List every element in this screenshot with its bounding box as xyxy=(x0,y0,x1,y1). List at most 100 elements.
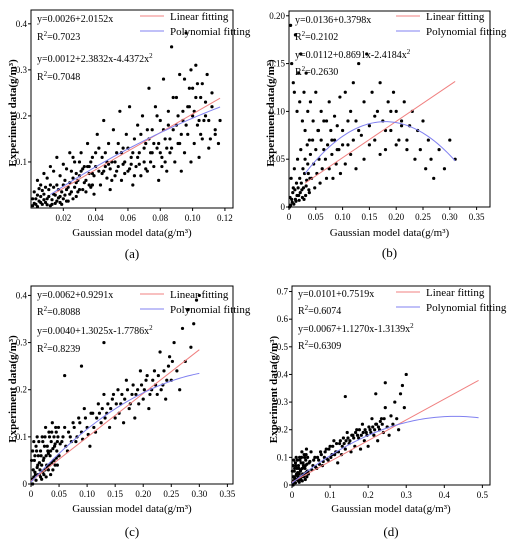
x-tick-label: 0.1 xyxy=(324,490,335,500)
data-point xyxy=(297,71,301,75)
data-point xyxy=(359,433,363,437)
legend-label: Polynomial fitting xyxy=(426,302,507,314)
data-point xyxy=(368,428,372,432)
data-point xyxy=(109,406,113,411)
data-point xyxy=(397,428,401,432)
data-point xyxy=(317,458,321,462)
linear-fit-line xyxy=(30,349,200,482)
data-point xyxy=(189,68,193,72)
data-point xyxy=(97,146,101,150)
data-point xyxy=(31,449,35,453)
data-point xyxy=(210,105,214,109)
data-point xyxy=(155,146,159,150)
data-point xyxy=(103,164,107,169)
data-point xyxy=(213,128,217,132)
data-point xyxy=(160,164,164,169)
y-tick-label: 0.4 xyxy=(16,19,28,29)
data-point xyxy=(312,458,316,462)
data-point xyxy=(205,72,209,77)
data-point xyxy=(102,392,106,397)
data-point xyxy=(168,151,172,155)
data-point xyxy=(216,141,221,146)
data-point xyxy=(150,128,154,132)
data-point xyxy=(37,439,41,444)
data-point xyxy=(398,392,403,396)
data-point xyxy=(318,181,322,185)
data-point xyxy=(37,187,41,191)
data-point xyxy=(77,160,82,164)
data-point xyxy=(79,364,84,368)
data-point xyxy=(44,454,48,458)
data-point xyxy=(29,458,34,463)
data-point xyxy=(142,160,146,164)
data-point xyxy=(171,128,175,132)
data-point xyxy=(151,378,155,382)
data-point xyxy=(136,155,140,159)
data-point xyxy=(424,167,428,171)
y-tick-label: 0.3 xyxy=(277,397,289,407)
data-point xyxy=(55,439,59,444)
data-point xyxy=(191,114,195,118)
data-point xyxy=(299,148,303,152)
data-point xyxy=(323,157,328,161)
data-point xyxy=(116,141,120,146)
data-point xyxy=(379,417,384,421)
data-point xyxy=(83,416,88,420)
data-point xyxy=(145,169,149,173)
y-tick-label: 0.2 xyxy=(16,111,27,121)
data-point xyxy=(42,198,46,202)
data-point xyxy=(325,143,330,147)
data-point xyxy=(314,148,318,152)
data-point xyxy=(53,201,57,205)
legend-label: Linear fitting xyxy=(426,11,485,23)
data-point xyxy=(144,167,148,171)
data-point xyxy=(306,162,310,166)
data-point xyxy=(350,433,354,437)
data-point xyxy=(389,414,393,418)
data-point xyxy=(31,482,35,486)
data-point xyxy=(319,109,323,113)
data-point xyxy=(316,128,320,133)
data-point xyxy=(372,433,376,437)
data-point xyxy=(133,416,137,420)
data-point xyxy=(49,472,53,477)
data-point xyxy=(102,169,106,173)
data-point xyxy=(294,455,298,459)
data-point xyxy=(194,95,198,100)
data-point xyxy=(152,141,156,146)
data-point xyxy=(290,469,294,473)
data-point xyxy=(297,480,301,484)
data-point xyxy=(141,397,145,401)
data-point xyxy=(186,307,190,312)
x-tick-label: 0 xyxy=(29,489,34,499)
data-point xyxy=(291,191,295,195)
data-point xyxy=(341,128,345,133)
data-point xyxy=(367,143,371,147)
data-point xyxy=(139,174,143,178)
legend: Linear fitting Polynomial fitting xyxy=(140,11,251,38)
data-point xyxy=(346,119,350,123)
data-point xyxy=(49,439,53,444)
data-point xyxy=(40,463,44,467)
data-point xyxy=(45,197,49,201)
data-point xyxy=(89,411,93,415)
data-point xyxy=(365,52,369,56)
data-point xyxy=(159,388,163,392)
data-point xyxy=(142,146,146,150)
x-tick-label: 0.15 xyxy=(362,212,378,222)
data-point xyxy=(345,430,349,435)
data-point xyxy=(364,430,368,435)
x-tick-label: 0 xyxy=(287,212,292,222)
data-point xyxy=(303,157,307,161)
data-point xyxy=(357,61,361,66)
data-point xyxy=(55,463,59,467)
data-point xyxy=(61,197,65,201)
y-tick-label: 0.15 xyxy=(269,59,285,69)
data-point xyxy=(304,458,308,462)
data-point xyxy=(165,378,169,382)
data-point xyxy=(38,449,43,453)
data-point xyxy=(63,373,67,378)
data-point xyxy=(194,63,198,67)
y-axis-label: Experiment data(g/m³) xyxy=(265,59,277,167)
data-point xyxy=(362,100,366,104)
